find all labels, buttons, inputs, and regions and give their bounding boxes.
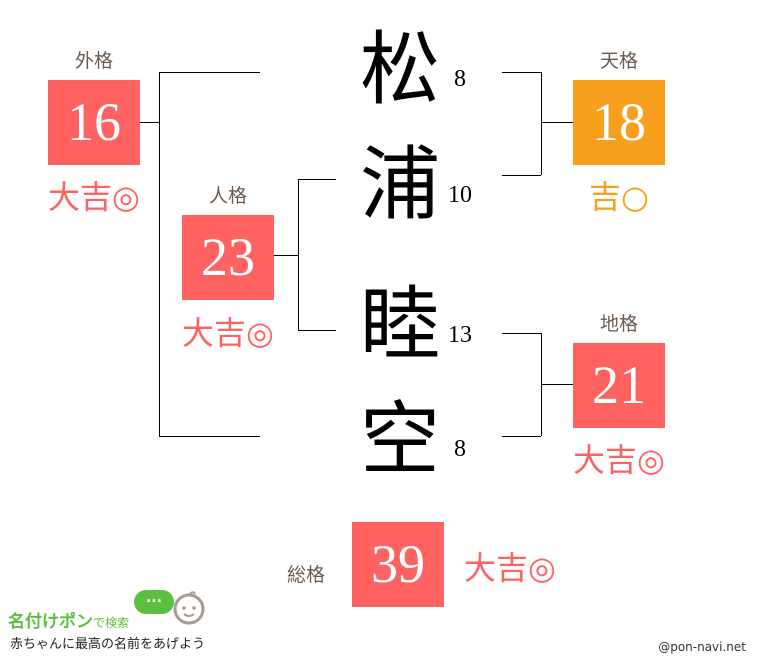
stroke-count-1: 8 bbox=[454, 66, 466, 92]
soukaku-value: 39 bbox=[352, 522, 444, 607]
stroke-count-4: 8 bbox=[454, 436, 466, 462]
stroke-count-3: 13 bbox=[448, 322, 472, 348]
tenkaku-fortune: 吉○ bbox=[589, 178, 649, 216]
line bbox=[502, 175, 541, 176]
stroke-count-2: 10 bbox=[448, 182, 472, 208]
chikaku-value: 21 bbox=[573, 343, 665, 428]
jinkaku-bracket bbox=[298, 179, 299, 330]
chikaku-fortune: 大吉◎ bbox=[573, 441, 665, 479]
line bbox=[541, 122, 573, 123]
chikaku-label: 地格 bbox=[599, 313, 638, 335]
jinkaku-label: 人格 bbox=[208, 185, 247, 207]
jinkaku-value: 23 bbox=[182, 215, 274, 300]
gaikaku-value: 16 bbox=[48, 80, 140, 165]
line bbox=[274, 255, 298, 256]
tenkaku-label: 天格 bbox=[599, 50, 638, 72]
soukaku-fortune: 大吉◎ bbox=[464, 549, 556, 587]
logo-title: 名付けポン bbox=[8, 612, 93, 632]
gaikaku-label: 外格 bbox=[74, 50, 113, 72]
line bbox=[541, 384, 573, 385]
name-char-2: 浦 bbox=[360, 138, 440, 231]
jinkaku-fortune: 大吉◎ bbox=[182, 314, 274, 352]
baby-face-icon bbox=[173, 591, 205, 625]
logo-suffix: で検索 bbox=[93, 616, 130, 630]
name-char-4: 空 bbox=[360, 393, 440, 486]
logo: 名付けポンで検索 bbox=[8, 607, 129, 632]
line bbox=[298, 330, 336, 331]
line bbox=[502, 333, 541, 334]
soukaku-label: 総格 bbox=[286, 564, 325, 586]
line bbox=[502, 72, 541, 73]
gaikaku-fortune: 大吉◎ bbox=[48, 178, 140, 216]
tenkaku-value: 18 bbox=[573, 80, 665, 165]
line bbox=[502, 436, 541, 437]
speech-bubble-icon: ... bbox=[134, 590, 174, 614]
gaikaku-bracket bbox=[159, 72, 160, 436]
name-char-3: 睦 bbox=[360, 278, 440, 371]
line bbox=[298, 179, 336, 180]
name-char-1: 松 bbox=[360, 23, 440, 116]
line bbox=[140, 122, 159, 123]
logo-tagline: 赤ちゃんに最高の名前をあげよう bbox=[10, 637, 206, 652]
credit: @pon-navi.net bbox=[658, 640, 746, 654]
line bbox=[159, 436, 260, 437]
tenkaku-bracket bbox=[541, 72, 542, 175]
line bbox=[159, 72, 260, 73]
